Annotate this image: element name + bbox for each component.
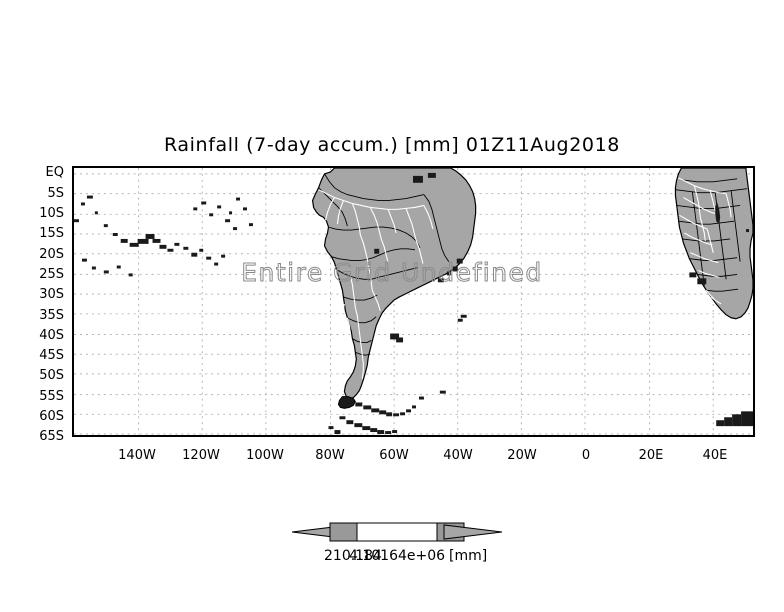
y-tick-label: 55S [39, 389, 64, 404]
y-tick-label: 20S [39, 247, 64, 262]
y-tick-label: 50S [39, 368, 64, 383]
y-tick-label: 25S [39, 267, 64, 282]
page-title: Rainfall (7-day accum.) [mm] 01Z11Aug201… [164, 134, 620, 156]
y-tick-label: 40S [39, 328, 64, 343]
antarctic-coast [716, 411, 753, 427]
x-tick-label: 0 [581, 448, 591, 463]
x-tick-label: 120W [182, 448, 220, 463]
x-tick-label: 20E [638, 448, 664, 463]
y-tick-label: 30S [39, 287, 64, 302]
y-tick-label: 45S [39, 348, 64, 363]
colorbar: 210.184 4.10164e+06 [mm] [292, 518, 502, 570]
y-tick-label: 5S [47, 186, 64, 201]
y-tick-label: EQ [45, 165, 64, 180]
x-tick-label: 40W [443, 448, 473, 463]
x-tick-label: 100W [246, 448, 284, 463]
africa [674, 168, 753, 320]
colorbar-swatches [292, 522, 502, 542]
colorbar-tick-label-max: 4.10164e+06 [349, 548, 446, 564]
x-tick-label: 80W [315, 448, 345, 463]
y-tick-label: 35S [39, 308, 64, 323]
y-axis-tick-labels: EQ 5S 10S 15S 20S 25S 30S 35S 40S 45S 50… [14, 0, 64, 612]
y-tick-label: 60S [39, 409, 64, 424]
y-tick-label: 65S [39, 429, 64, 444]
pacific-islands [74, 195, 253, 277]
x-tick-label: 60W [379, 448, 409, 463]
x-tick-label: 20W [507, 448, 537, 463]
map-plot-area [72, 166, 755, 437]
south-america [311, 168, 477, 409]
x-axis-tick-labels: 140W 120W 100W 80W 60W 40W 20W 0 20E 40E [0, 448, 784, 468]
x-tick-label: 40E [702, 448, 728, 463]
colorbar-units-label: [mm] [449, 548, 488, 564]
y-tick-label: 10S [39, 206, 64, 221]
south-atlantic-islands [328, 314, 467, 435]
colorbar-tick-label-min: 210.184 [324, 548, 382, 564]
x-tick-label: 140W [118, 448, 156, 463]
y-tick-label: 15S [39, 226, 64, 241]
world-map-landmasses [74, 168, 753, 435]
